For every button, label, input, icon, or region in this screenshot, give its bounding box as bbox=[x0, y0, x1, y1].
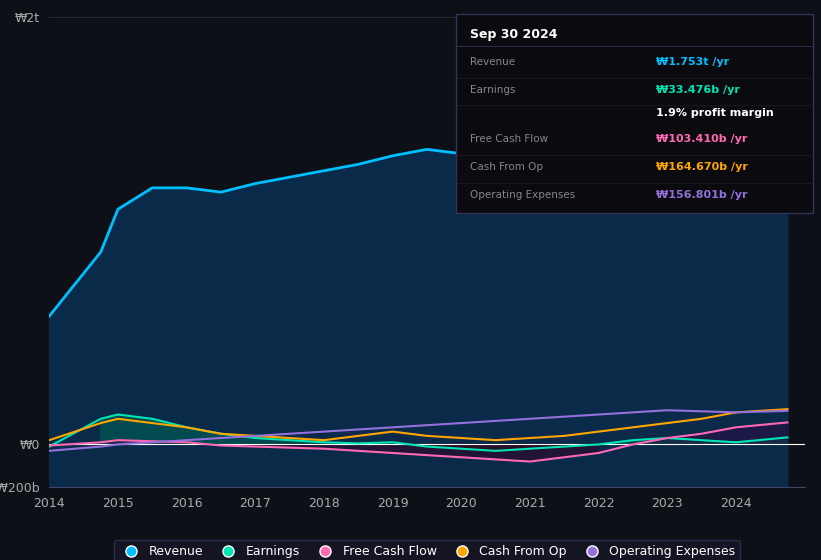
Text: Revenue: Revenue bbox=[470, 57, 515, 67]
Text: ₩156.801b /yr: ₩156.801b /yr bbox=[656, 190, 747, 200]
Text: Free Cash Flow: Free Cash Flow bbox=[470, 134, 548, 144]
Legend: Revenue, Earnings, Free Cash Flow, Cash From Op, Operating Expenses: Revenue, Earnings, Free Cash Flow, Cash … bbox=[113, 540, 741, 560]
Text: Sep 30 2024: Sep 30 2024 bbox=[470, 28, 557, 41]
Text: 1.9% profit margin: 1.9% profit margin bbox=[656, 109, 773, 118]
Text: ₩33.476b /yr: ₩33.476b /yr bbox=[656, 85, 740, 95]
Text: Operating Expenses: Operating Expenses bbox=[470, 190, 576, 200]
Text: ₩103.410b /yr: ₩103.410b /yr bbox=[656, 134, 747, 144]
Text: Earnings: Earnings bbox=[470, 85, 516, 95]
Text: ₩164.670b /yr: ₩164.670b /yr bbox=[656, 162, 748, 172]
FancyBboxPatch shape bbox=[456, 14, 813, 213]
Text: ₩1.753t /yr: ₩1.753t /yr bbox=[656, 57, 729, 67]
Text: Cash From Op: Cash From Op bbox=[470, 162, 543, 172]
